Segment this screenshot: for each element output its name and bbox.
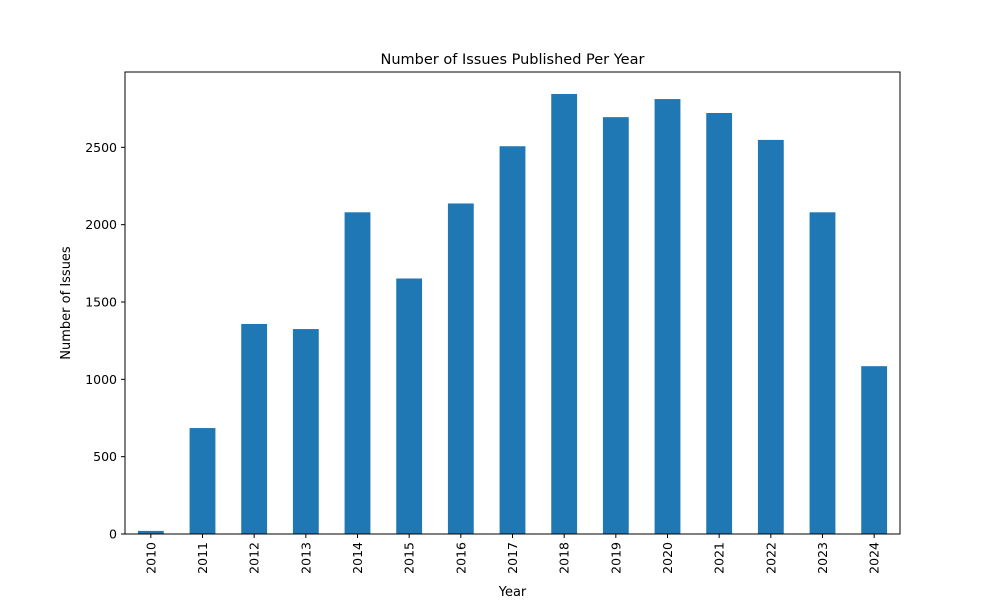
bar-2011 [189,428,216,534]
x-tick-label-2012: 2012 [247,542,262,574]
bar-2013 [292,329,319,534]
x-tick-label-2020: 2020 [660,542,675,574]
bar-2017 [499,146,526,535]
bar-2015 [396,278,423,534]
y-tick-label-0: 0 [109,527,117,542]
y-tick-label-1500: 1500 [85,294,117,309]
bar-2023 [809,212,836,535]
x-tick-label-2016: 2016 [453,542,468,574]
bar-2022 [757,139,784,534]
plot-frame [124,71,901,535]
x-axis: 2010 2011 2012 2013 2014 2015 2016 2017 2018 2019… [143,534,882,574]
bar-2014 [344,212,371,535]
x-tick-label-2015: 2015 [402,542,417,574]
y-axis: 0 500 1000 1500 2000 2500 [85,140,125,542]
y-tick-label-500: 500 [93,449,117,464]
x-axis-label: Year [498,585,527,600]
x-tick-label-2023: 2023 [815,542,830,574]
x-tick-label-2024: 2024 [867,542,882,574]
bar-2018 [551,93,578,535]
x-tick-label-2010: 2010 [143,542,158,574]
y-tick-label-1000: 1000 [85,372,117,387]
y-tick-label-2000: 2000 [85,217,117,232]
x-tick-label-2011: 2011 [195,542,210,574]
bar-2024 [861,366,888,534]
y-axis-label: Number of Issues [59,246,74,360]
bar-2019 [602,117,629,535]
bar-2012 [241,323,268,534]
x-tick-label-2022: 2022 [763,542,778,574]
bar-2021 [706,112,733,534]
bar-2010 [137,530,164,534]
bar-2020 [654,99,681,534]
x-tick-label-2021: 2021 [712,542,727,574]
x-tick-label-2018: 2018 [557,542,572,574]
chart-title: Number of Issues Published Per Year [381,52,645,68]
bars-group [137,93,888,535]
bar-2016 [447,203,474,534]
x-tick-label-2017: 2017 [505,542,520,574]
x-tick-label-2019: 2019 [608,542,623,574]
y-tick-label-2500: 2500 [85,140,117,155]
x-tick-label-2014: 2014 [350,542,365,574]
x-tick-label-2013: 2013 [298,542,313,574]
